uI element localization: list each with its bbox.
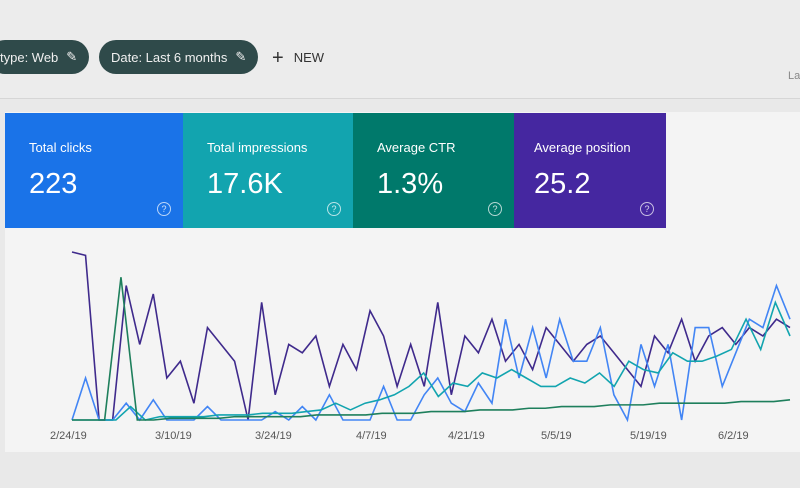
help-icon[interactable]: ? xyxy=(640,202,654,216)
help-icon[interactable]: ? xyxy=(488,202,502,216)
series-line-2 xyxy=(72,300,791,421)
x-tick-label: 3/24/19 xyxy=(255,430,292,442)
series-line-1 xyxy=(71,283,791,423)
x-tick-label: 2/24/19 xyxy=(50,430,87,442)
help-icon[interactable]: ? xyxy=(327,202,341,216)
new-label: NEW xyxy=(293,50,325,65)
plus-icon: + xyxy=(272,46,284,69)
card-total-impressions[interactable]: Total impressions 17.6K ? xyxy=(183,113,353,228)
card-label: Average position xyxy=(534,140,631,155)
card-average-position[interactable]: Average position 25.2 ? xyxy=(514,113,666,228)
series-line-0 xyxy=(71,251,791,421)
x-tick-label: 3/10/19 xyxy=(155,430,192,442)
help-icon[interactable]: ? xyxy=(157,202,171,216)
card-label: Total impressions xyxy=(207,140,308,155)
x-tick-label: 4/7/19 xyxy=(356,430,387,442)
partial-label: La xyxy=(788,70,800,82)
x-tick-label: 4/21/19 xyxy=(448,430,485,442)
pencil-icon[interactable]: ✎ xyxy=(235,49,247,64)
filter-label: type: Web xyxy=(0,49,59,65)
card-total-clicks[interactable]: Total clicks 223 ? xyxy=(5,113,183,228)
new-filter-button[interactable]: + NEW xyxy=(272,46,325,69)
card-value: 1.3% xyxy=(377,168,444,200)
x-tick-label: 5/19/19 xyxy=(630,430,667,442)
filter-chip-type[interactable]: type: Web ✎ xyxy=(0,40,90,74)
card-value: 17.6K xyxy=(207,168,283,200)
x-tick-label: 6/2/19 xyxy=(718,430,749,442)
filter-bar: type: Web ✎ Date: Last 6 months ✎ + NEW … xyxy=(0,0,800,99)
filter-label: Date: Last 6 months xyxy=(111,49,228,65)
card-label: Average CTR xyxy=(377,140,456,155)
card-value: 25.2 xyxy=(534,168,591,200)
card-value: 223 xyxy=(29,168,78,200)
filter-chip-date[interactable]: Date: Last 6 months ✎ xyxy=(99,40,259,74)
x-tick-label: 5/5/19 xyxy=(541,430,572,442)
card-label: Total clicks xyxy=(29,140,92,155)
card-average-ctr[interactable]: Average CTR 1.3% ? xyxy=(353,113,514,228)
series-line-3 xyxy=(72,277,791,421)
pencil-icon[interactable]: ✎ xyxy=(66,49,78,64)
